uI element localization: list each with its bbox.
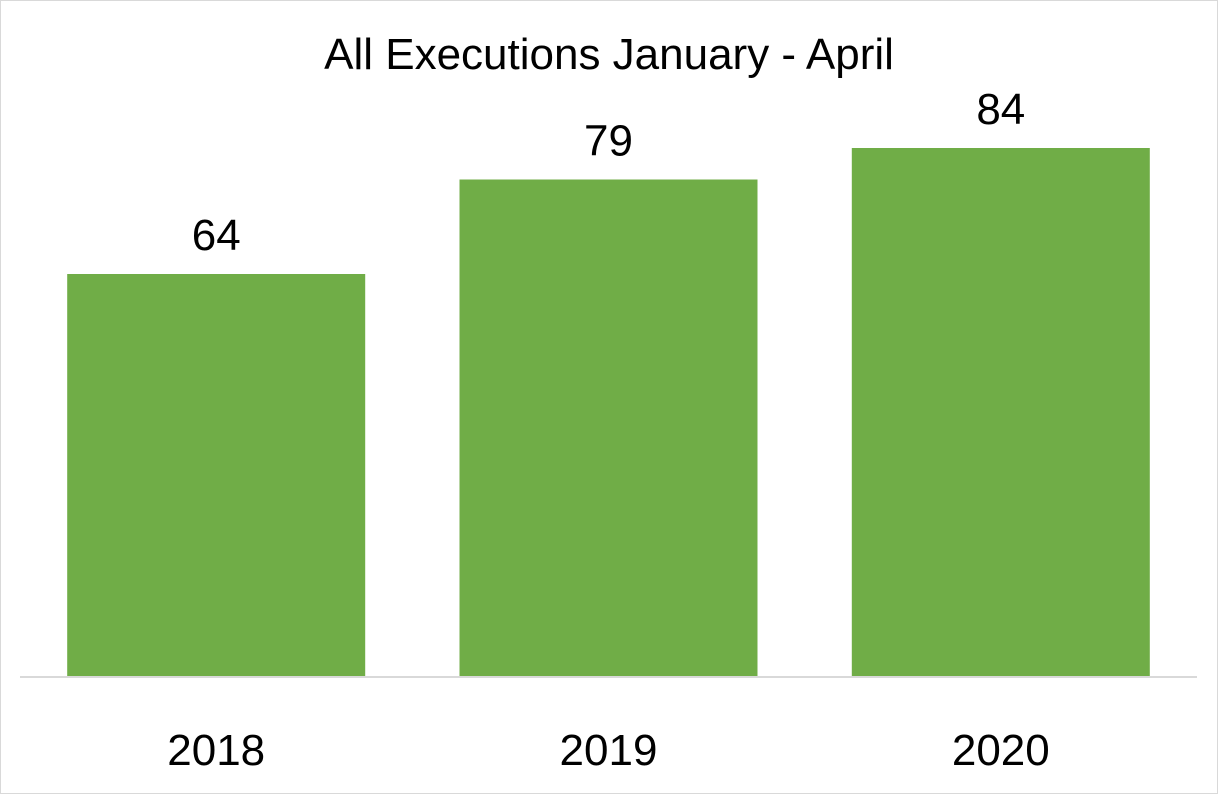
data-label-2020: 84 bbox=[976, 85, 1025, 134]
x-tick-label-2019: 2019 bbox=[560, 726, 658, 775]
data-labels-layer: 64 79 84 bbox=[192, 85, 1026, 260]
data-label-2019: 79 bbox=[584, 117, 633, 166]
bar-2018 bbox=[67, 274, 366, 677]
bar-2020 bbox=[851, 148, 1150, 677]
bars-layer bbox=[67, 148, 1150, 677]
x-tick-label-2018: 2018 bbox=[167, 726, 265, 775]
x-axis-tick-labels: 2018 2019 2020 bbox=[167, 726, 1049, 775]
bar-2019 bbox=[459, 179, 758, 677]
data-label-2018: 64 bbox=[192, 211, 241, 260]
chart-title: All Executions January - April bbox=[324, 30, 894, 79]
x-tick-label-2020: 2020 bbox=[952, 726, 1050, 775]
